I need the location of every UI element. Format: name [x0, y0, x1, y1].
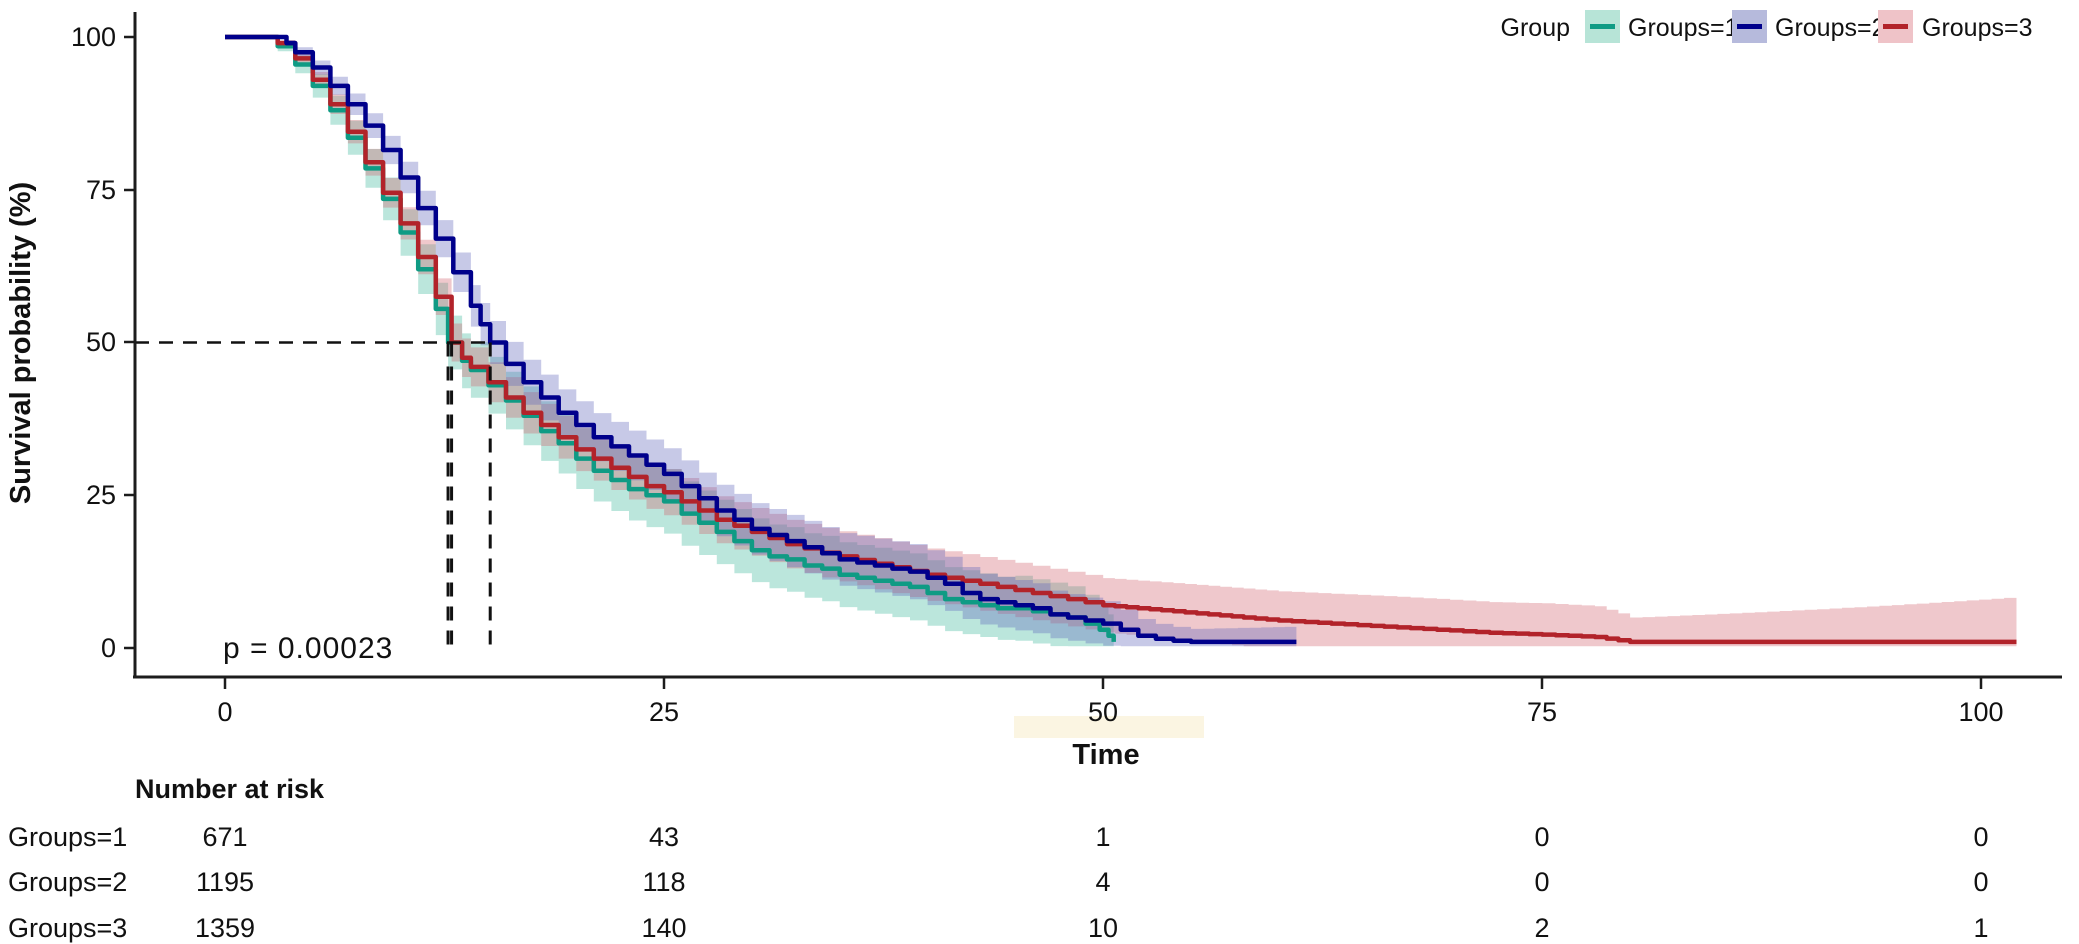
- km-curve-groups-2: [225, 34, 1297, 645]
- y-axis-title: Survival probability (%): [5, 182, 37, 504]
- legend: Group Groups=1 Groups=2 Groups=3: [1501, 10, 2033, 43]
- y-tick-label: 50: [86, 327, 116, 357]
- highlight-box: [1014, 716, 1204, 738]
- x-tick-label: 50: [1088, 697, 1118, 727]
- x-tick-marks: [223, 677, 1983, 689]
- p-value-label: p = 0.00023: [223, 632, 393, 665]
- risk-value: 671: [202, 822, 247, 852]
- x-tick-label: 0: [217, 697, 232, 727]
- x-tick-label: 100: [1958, 697, 2003, 727]
- risk-value: 1195: [196, 867, 254, 897]
- risk-value: 0: [1973, 822, 1988, 852]
- risk-value: 2: [1534, 913, 1549, 943]
- risk-value: 1359: [195, 913, 255, 943]
- y-tick-label: 75: [86, 175, 116, 205]
- median-guides-layer: [135, 341, 492, 650]
- risk-row-label: Groups=3: [8, 913, 127, 943]
- risk-value: 0: [1973, 867, 1988, 897]
- risk-value: 4: [1095, 867, 1110, 897]
- risk-value: 0: [1534, 867, 1549, 897]
- x-axis-title: Time: [1072, 739, 1139, 771]
- confidence-band-groups-1: [225, 37, 1114, 647]
- risk-value: 0: [1534, 822, 1549, 852]
- legend-title: Group: [1501, 14, 1570, 42]
- risk-value: 1: [1095, 822, 1110, 852]
- x-tick-label: 75: [1527, 697, 1557, 727]
- x-tick-label: 25: [649, 697, 679, 727]
- risk-table: Number at risk Groups=1 Groups=2 Groups=…: [8, 774, 1989, 943]
- survival-curves-layer: [225, 34, 2017, 645]
- y-tick-label: 25: [86, 480, 116, 510]
- legend-label-groups-2: Groups=2: [1775, 14, 1886, 42]
- risk-value: 118: [642, 867, 685, 897]
- risk-value: 10: [1088, 913, 1118, 943]
- risk-row-label: Groups=1: [8, 822, 127, 852]
- risk-row-label: Groups=2: [8, 867, 127, 897]
- legend-label-groups-1: Groups=1: [1628, 14, 1739, 42]
- y-tick-label: 100: [71, 22, 116, 52]
- y-tick-label: 0: [101, 633, 116, 663]
- confidence-band-groups-2: [225, 37, 1297, 647]
- risk-table-title: Number at risk: [135, 774, 325, 804]
- risk-value: 140: [641, 913, 686, 943]
- risk-value: 43: [649, 822, 679, 852]
- km-curve-groups-3: [225, 34, 2017, 645]
- risk-value: 1: [1973, 913, 1988, 943]
- y-tick-marks: [124, 35, 135, 650]
- legend-label-groups-3: Groups=3: [1922, 14, 2033, 42]
